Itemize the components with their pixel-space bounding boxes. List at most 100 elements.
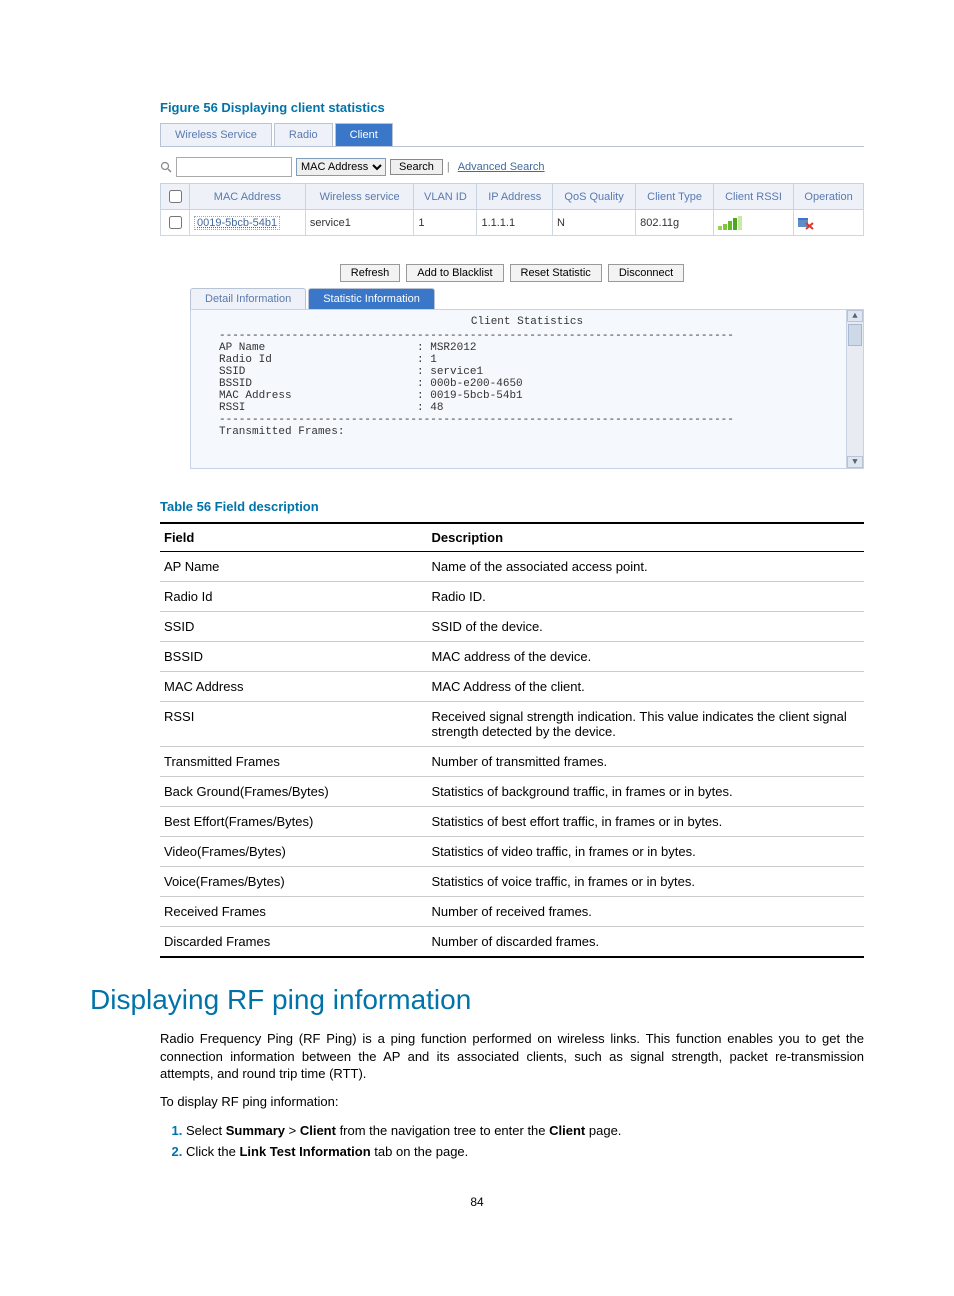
figure-caption: Figure 56 Displaying client statistics [160, 100, 864, 115]
disconnect-icon[interactable] [794, 210, 864, 236]
list-item: Click the Link Test Information tab on t… [186, 1144, 864, 1159]
scroll-up-icon[interactable]: ▲ [847, 310, 863, 322]
table-row: Discarded FramesNumber of discarded fram… [160, 927, 864, 958]
steps-list: Select Summary > Client from the navigat… [160, 1123, 864, 1159]
table-row: MAC AddressMAC Address of the client. [160, 672, 864, 702]
tab-client[interactable]: Client [335, 123, 393, 146]
lower-tab-bar: Detail Information Statistic Information [190, 288, 864, 309]
desc-cell: Received signal strength indication. Thi… [428, 702, 864, 747]
field-cell: Voice(Frames/Bytes) [160, 867, 428, 897]
select-all-checkbox[interactable] [169, 190, 182, 203]
action-button-row: Refresh Add to Blacklist Reset Statistic… [160, 264, 864, 282]
separator: ----------------------------------------… [219, 414, 734, 426]
field-cell: RSSI [160, 702, 428, 747]
stat-line: AP Name : MSR2012 [219, 342, 476, 354]
tab-statistic-info[interactable]: Statistic Information [308, 288, 435, 309]
paragraph: Radio Frequency Ping (RF Ping) is a ping… [160, 1030, 864, 1083]
search-icon [160, 161, 172, 173]
ui-screenshot-block: Wireless Service Radio Client MAC Addres… [160, 123, 864, 469]
stat-line: Radio Id : 1 [219, 354, 437, 366]
table-caption: Table 56 Field description [160, 499, 864, 514]
field-description-table: Field Description AP NameName of the ass… [160, 522, 864, 958]
field-cell: SSID [160, 612, 428, 642]
stat-line: SSID : service1 [219, 366, 483, 378]
scroll-down-icon[interactable]: ▼ [847, 456, 863, 468]
field-cell: Transmitted Frames [160, 747, 428, 777]
separator: ----------------------------------------… [219, 330, 734, 342]
desc-cell: Statistics of video traffic, in frames o… [428, 837, 864, 867]
col-qos: QoS Quality [552, 184, 635, 210]
table-row: RSSIReceived signal strength indication.… [160, 702, 864, 747]
page-number: 84 [90, 1195, 864, 1209]
advanced-search-link[interactable]: Advanced Search [458, 161, 545, 173]
cell-ctype: 802.11g [636, 210, 714, 236]
desc-cell: Statistics of best effort traffic, in fr… [428, 807, 864, 837]
search-bar: MAC Address Search | Advanced Search [160, 147, 864, 183]
tab-detail-info[interactable]: Detail Information [190, 288, 306, 309]
desc-cell: Number of discarded frames. [428, 927, 864, 958]
col-vlan: VLAN ID [414, 184, 477, 210]
paragraph: To display RF ping information: [160, 1093, 864, 1111]
cell-vlan: 1 [414, 210, 477, 236]
field-cell: AP Name [160, 552, 428, 582]
ref-col-desc: Description [428, 523, 864, 552]
desc-cell: MAC Address of the client. [428, 672, 864, 702]
table-row: BSSIDMAC address of the device. [160, 642, 864, 672]
stat-line: RSSI : 48 [219, 402, 443, 414]
rssi-bars-icon [713, 210, 793, 236]
col-ip: IP Address [477, 184, 553, 210]
vertical-scrollbar[interactable]: ▲ ▼ [846, 310, 863, 468]
search-input[interactable] [176, 157, 292, 177]
table-row: Video(Frames/Bytes)Statistics of video t… [160, 837, 864, 867]
statistics-panel: Client Statistics -----------------------… [190, 309, 864, 469]
stat-line: MAC Address : 0019-5bcb-54b1 [219, 390, 523, 402]
add-blacklist-button[interactable]: Add to Blacklist [406, 264, 503, 282]
table-row: Voice(Frames/Bytes)Statistics of voice t… [160, 867, 864, 897]
desc-cell: Radio ID. [428, 582, 864, 612]
scroll-thumb[interactable] [848, 324, 862, 346]
col-rssi: Client RSSI [713, 184, 793, 210]
table-row: Transmitted FramesNumber of transmitted … [160, 747, 864, 777]
stats-title: Client Statistics [219, 316, 835, 328]
cell-ip: 1.1.1.1 [477, 210, 553, 236]
mac-link[interactable]: 0019-5bcb-54b1 [194, 216, 280, 230]
field-cell: MAC Address [160, 672, 428, 702]
field-cell: Discarded Frames [160, 927, 428, 958]
col-service: Wireless service [305, 184, 414, 210]
table-row: AP NameName of the associated access poi… [160, 552, 864, 582]
cell-service: service1 [305, 210, 414, 236]
disconnect-button[interactable]: Disconnect [608, 264, 684, 282]
upper-tab-bar: Wireless Service Radio Client [160, 123, 864, 147]
desc-cell: Name of the associated access point. [428, 552, 864, 582]
table-row: SSIDSSID of the device. [160, 612, 864, 642]
tab-radio[interactable]: Radio [274, 123, 333, 146]
ref-col-field: Field [160, 523, 428, 552]
desc-cell: SSID of the device. [428, 612, 864, 642]
table-row: Back Ground(Frames/Bytes)Statistics of b… [160, 777, 864, 807]
search-button[interactable]: Search [390, 159, 443, 175]
field-cell: Best Effort(Frames/Bytes) [160, 807, 428, 837]
client-table: MAC Address Wireless service VLAN ID IP … [160, 183, 864, 236]
table-row: Best Effort(Frames/Bytes)Statistics of b… [160, 807, 864, 837]
col-mac: MAC Address [190, 184, 306, 210]
list-item: Select Summary > Client from the navigat… [186, 1123, 864, 1138]
refresh-button[interactable]: Refresh [340, 264, 401, 282]
table-row: Received FramesNumber of received frames… [160, 897, 864, 927]
desc-cell: Number of received frames. [428, 897, 864, 927]
tab-wireless-service[interactable]: Wireless Service [160, 123, 272, 146]
tx-frames-label: Transmitted Frames: [219, 426, 344, 438]
stat-line: BSSID : 000b-e200-4650 [219, 378, 523, 390]
table-row: 0019-5bcb-54b1 service1 1 1.1.1.1 N 802.… [161, 210, 864, 236]
field-cell: BSSID [160, 642, 428, 672]
reset-statistic-button[interactable]: Reset Statistic [510, 264, 602, 282]
cell-qos: N [552, 210, 635, 236]
col-op: Operation [794, 184, 864, 210]
field-cell: Received Frames [160, 897, 428, 927]
search-field-select[interactable]: MAC Address [296, 158, 386, 176]
section-heading: Displaying RF ping information [90, 984, 864, 1016]
table-row: Radio IdRadio ID. [160, 582, 864, 612]
desc-cell: Statistics of background traffic, in fra… [428, 777, 864, 807]
field-cell: Radio Id [160, 582, 428, 612]
field-cell: Back Ground(Frames/Bytes) [160, 777, 428, 807]
row-checkbox[interactable] [169, 216, 182, 229]
